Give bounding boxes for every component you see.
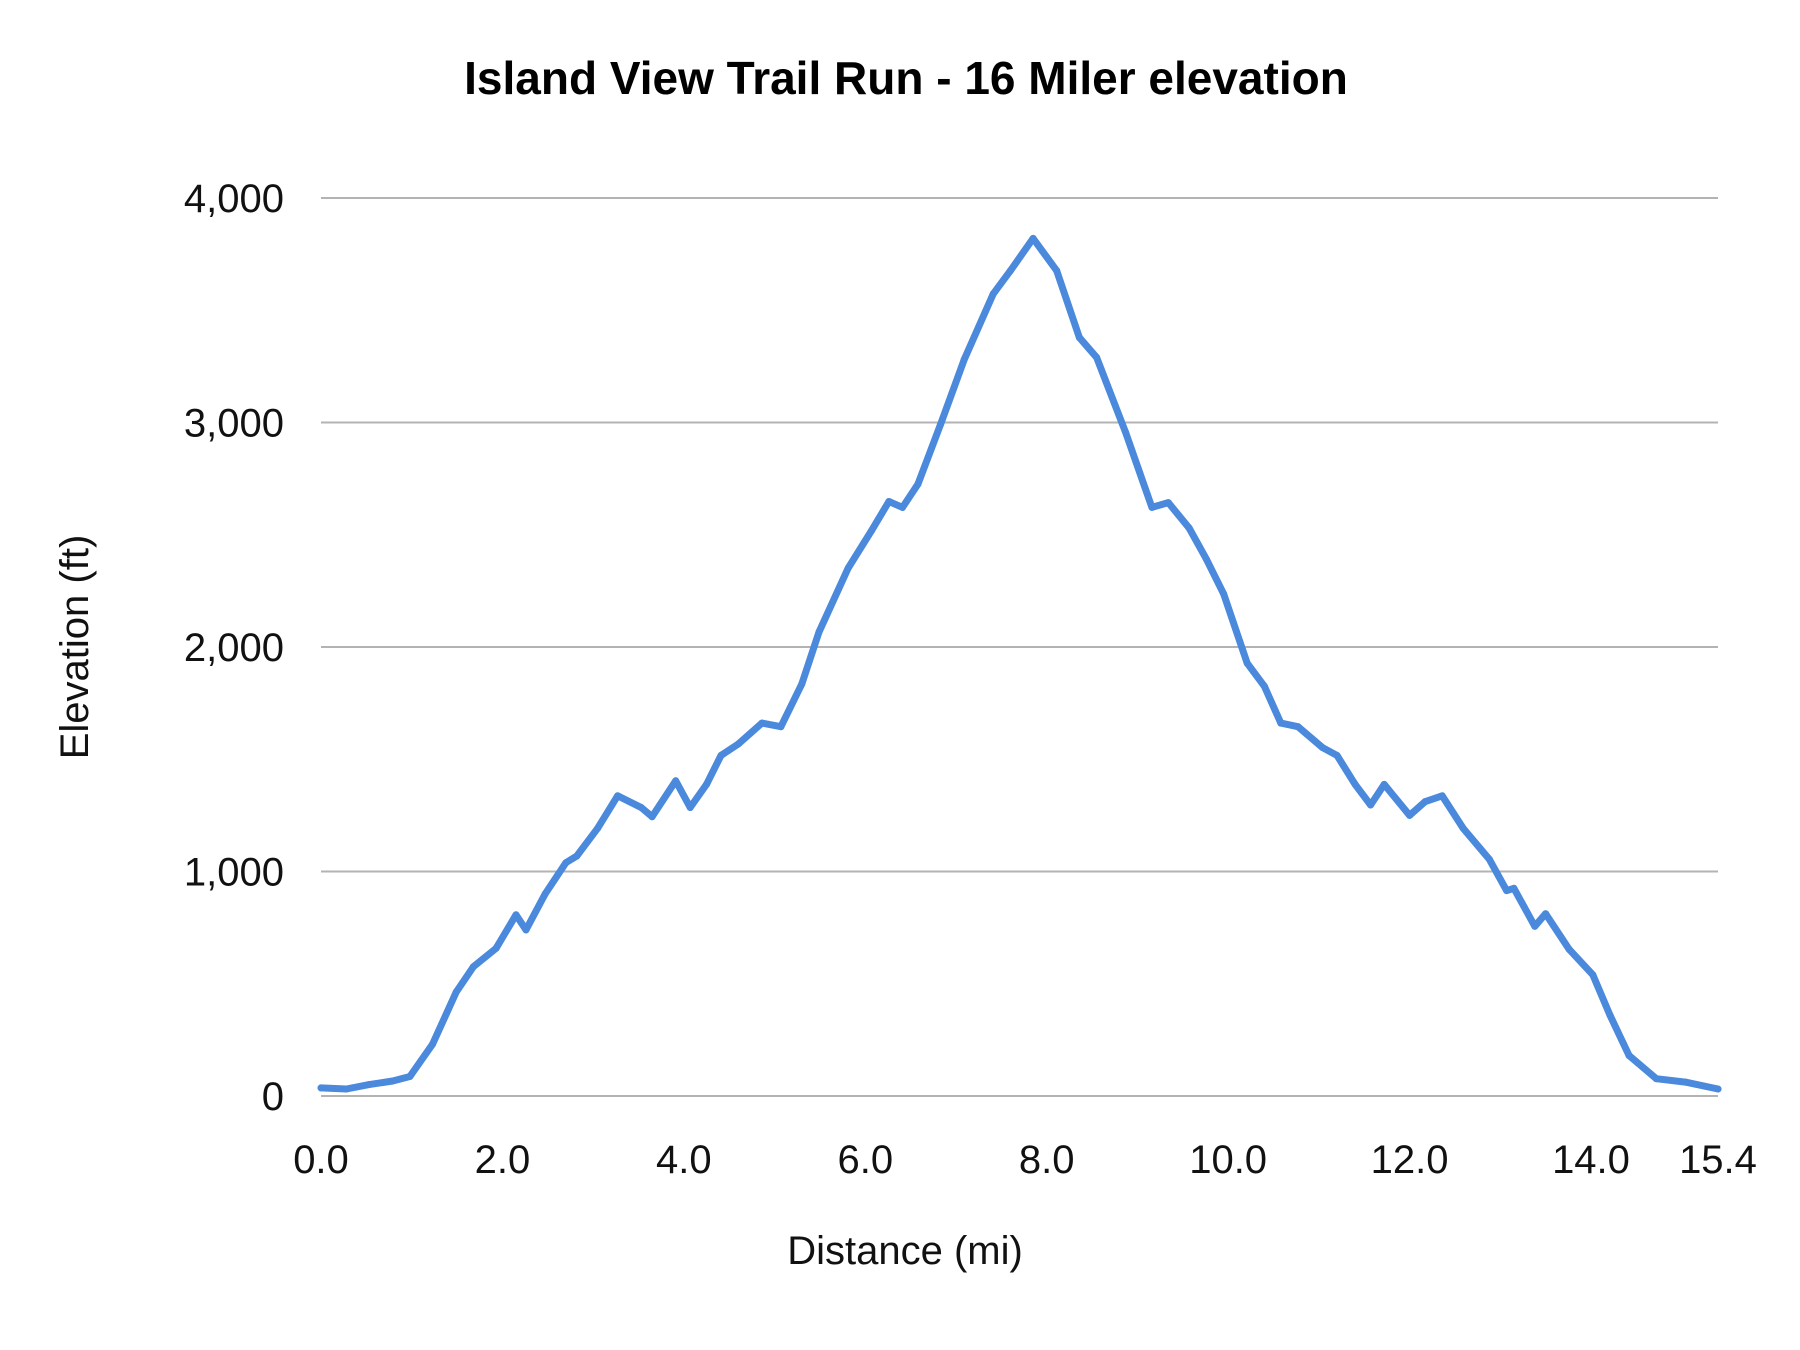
data-point xyxy=(1438,792,1446,800)
x-tick-label: 15.4 xyxy=(1679,1138,1757,1182)
data-point xyxy=(389,1077,397,1085)
data-point xyxy=(637,804,645,812)
data-point xyxy=(1220,590,1228,598)
data-point xyxy=(648,813,656,821)
data-point xyxy=(1606,1011,1614,1019)
data-point xyxy=(1459,824,1467,832)
data-point xyxy=(1652,1075,1660,1083)
data-point xyxy=(317,1084,325,1092)
data-point xyxy=(1294,723,1302,731)
data-point xyxy=(844,564,852,572)
data-point xyxy=(1164,499,1172,507)
data-point xyxy=(1406,811,1414,819)
data-point xyxy=(1351,780,1359,788)
y-tick-label: 4,000 xyxy=(184,177,284,221)
data-point xyxy=(342,1085,350,1093)
elevation-line xyxy=(317,234,1722,1093)
data-point xyxy=(1485,855,1493,863)
data-point xyxy=(1681,1078,1689,1086)
x-tick-label: 0.0 xyxy=(293,1138,349,1182)
data-point xyxy=(1421,798,1429,806)
data-point xyxy=(914,480,922,488)
data-point xyxy=(452,988,460,996)
data-point xyxy=(868,526,876,534)
x-tick-label: 14.0 xyxy=(1552,1138,1630,1182)
data-point xyxy=(1148,503,1156,511)
data-point xyxy=(717,751,725,759)
y-tick-label: 2,000 xyxy=(184,626,284,670)
x-tick-label: 6.0 xyxy=(837,1138,893,1182)
data-point xyxy=(898,503,906,511)
data-point xyxy=(365,1081,373,1089)
series-elevation xyxy=(317,234,1722,1093)
data-point xyxy=(614,792,622,800)
data-point xyxy=(1075,334,1083,342)
chart-title: Island View Trail Run - 16 Miler elevati… xyxy=(464,52,1348,104)
data-point xyxy=(492,944,500,952)
x-tick-label: 4.0 xyxy=(656,1138,712,1182)
data-point xyxy=(1542,910,1550,918)
x-tick-label: 2.0 xyxy=(475,1138,531,1182)
gridlines xyxy=(321,197,1718,1097)
data-point xyxy=(1589,971,1597,979)
data-point xyxy=(1029,234,1037,242)
data-point xyxy=(1243,659,1251,667)
x-tick-label: 10.0 xyxy=(1189,1138,1267,1182)
data-point xyxy=(1006,267,1014,275)
data-point xyxy=(815,628,823,636)
data-point xyxy=(512,911,520,919)
data-point xyxy=(562,859,570,867)
data-point xyxy=(1185,524,1193,532)
data-point xyxy=(1093,353,1101,361)
data-point xyxy=(703,780,711,788)
data-point xyxy=(594,824,602,832)
data-point xyxy=(1503,887,1511,895)
data-point xyxy=(1625,1052,1633,1060)
data-point xyxy=(758,719,766,727)
x-axis-label: Distance (mi) xyxy=(787,1229,1023,1273)
y-axis-label: Elevation (ft) xyxy=(53,535,97,760)
data-point xyxy=(1277,719,1285,727)
data-point xyxy=(1510,884,1518,892)
x-tick-label: 8.0 xyxy=(1019,1138,1075,1182)
data-point xyxy=(777,723,785,731)
data-point xyxy=(406,1072,414,1080)
data-point xyxy=(522,926,530,934)
data-point xyxy=(541,890,549,898)
data-point xyxy=(885,498,893,506)
x-tick-label: 12.0 xyxy=(1371,1138,1449,1182)
data-point xyxy=(672,777,680,785)
y-tick-label: 1,000 xyxy=(184,851,284,895)
data-point xyxy=(686,804,694,812)
data-point xyxy=(734,740,742,748)
data-point xyxy=(1053,267,1061,275)
data-point xyxy=(1318,744,1326,752)
data-point xyxy=(1202,555,1210,563)
data-point xyxy=(429,1040,437,1048)
data-point xyxy=(573,852,581,860)
data-point xyxy=(937,420,945,428)
data-point xyxy=(1565,945,1573,953)
data-point xyxy=(1333,751,1341,759)
data-point xyxy=(1380,780,1388,788)
y-tick-label: 0 xyxy=(262,1075,284,1119)
x-tick-labels: 0.0 2.0 4.0 6.0 8.0 10.0 12.0 14.0 15.4 xyxy=(293,1138,1757,1182)
y-tick-labels: 0 1,000 2,000 3,000 4,000 xyxy=(184,177,284,1119)
data-point xyxy=(1367,801,1375,809)
y-tick-label: 3,000 xyxy=(184,402,284,446)
data-point xyxy=(798,680,806,688)
data-point xyxy=(1531,922,1539,930)
data-point xyxy=(989,290,997,298)
data-point xyxy=(1260,682,1268,690)
data-point xyxy=(960,356,968,364)
data-point xyxy=(1122,428,1130,436)
data-point xyxy=(1714,1085,1722,1093)
data-point xyxy=(469,963,477,971)
